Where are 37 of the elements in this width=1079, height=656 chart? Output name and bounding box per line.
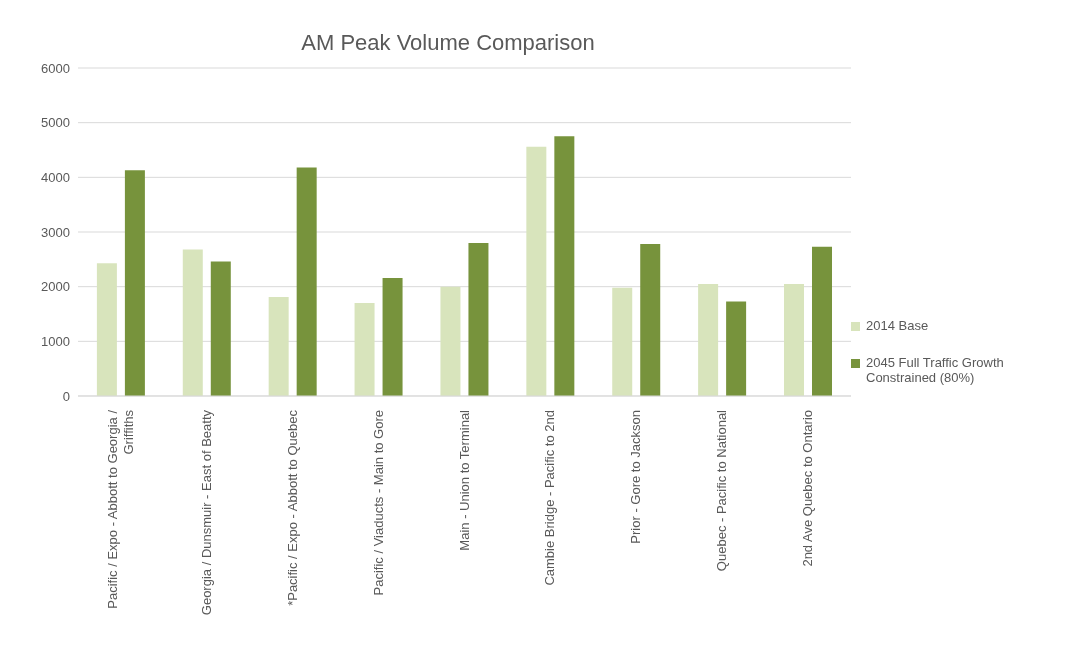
- y-tick-label: 5000: [41, 115, 70, 131]
- x-tick-label: Pacific / Expo - Abbott to Georgia / Griffiths: [104, 409, 136, 609]
- x-tick-label: Prior - Gore to Jackson: [628, 410, 644, 544]
- y-tick-label: 2000: [41, 279, 70, 295]
- bar: [182, 249, 203, 396]
- x-tick-label: Cambie Bridge - Pacific to 2nd: [542, 410, 558, 586]
- bar: [812, 246, 833, 396]
- y-tick-label: 6000: [41, 60, 70, 76]
- bar: [784, 283, 805, 396]
- x-tick-label: *Pacific / Expo - Abbott to Quebec: [284, 409, 300, 606]
- y-tick-label: 3000: [41, 224, 70, 240]
- x-tick-label: Quebec - Pacific to National: [714, 409, 730, 572]
- legend-label: 2014 Base: [866, 317, 929, 333]
- bar: [382, 277, 403, 396]
- bar: [640, 244, 661, 396]
- y-tick-label: 4000: [41, 169, 70, 185]
- bar: [210, 261, 231, 396]
- chart-title: AM Peak Volume Comparison: [300, 29, 596, 56]
- x-tick-label: Georgia / Dunsmuir - East of Beatty: [198, 409, 214, 616]
- bar: [124, 170, 145, 396]
- y-tick-label: 1000: [41, 333, 70, 349]
- bar: [268, 297, 289, 396]
- bar: [698, 283, 719, 396]
- y-tick-label: 0: [62, 388, 70, 404]
- bar: [440, 286, 461, 396]
- bar: [726, 301, 747, 396]
- legend-label: 2045 Full Traffic Growth Constrained (80%): [866, 354, 1005, 385]
- bar: [296, 167, 317, 396]
- bar: [554, 136, 575, 396]
- bar: [354, 303, 375, 396]
- bar: [612, 287, 633, 396]
- x-tick-label: Main - Union to Terminal: [456, 409, 472, 551]
- bar: [468, 242, 489, 396]
- x-tick-label: 2nd Ave Quebec to Ontario: [800, 410, 816, 567]
- x-tick-label: Pacific / Viaducts - Main to Gore: [370, 410, 386, 596]
- bar: [526, 146, 547, 396]
- bar: [96, 263, 117, 396]
